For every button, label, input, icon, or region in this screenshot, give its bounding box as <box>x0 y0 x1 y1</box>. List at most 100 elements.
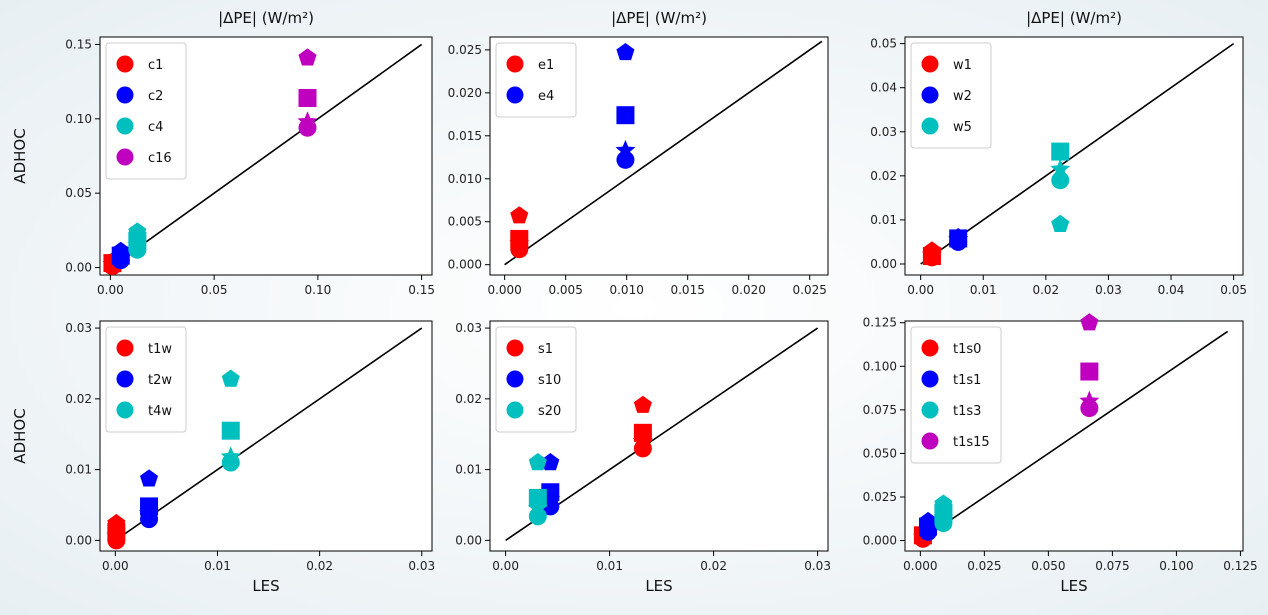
legend <box>910 326 1002 464</box>
x-tick-label: 0.05 <box>201 283 228 297</box>
y-tick-label: 0.005 <box>448 215 482 229</box>
y-tick-label: 0.04 <box>870 81 897 95</box>
legend-marker <box>116 86 134 104</box>
y-tick-label: 0.03 <box>455 321 482 335</box>
legend-label: e1 <box>538 58 554 73</box>
legend-label: s1 <box>538 342 553 357</box>
data-point-t2w-pentagon <box>140 469 159 487</box>
data-point-c4-pentagon <box>128 222 147 240</box>
y-tick-label: 0.02 <box>870 169 897 183</box>
x-tick-label: 0.04 <box>1158 283 1185 297</box>
y-tick-label: 0.02 <box>65 392 92 406</box>
data-point-s10-pentagon <box>541 453 560 471</box>
legend-marker <box>921 55 939 73</box>
y-tick-label: 0.000 <box>448 258 482 272</box>
data-point-t1w-star <box>106 525 127 545</box>
y-tick-label: 0.100 <box>863 359 897 373</box>
legend-marker <box>506 401 524 419</box>
legend-marker <box>921 86 939 104</box>
x-axis-label: LES <box>1060 577 1087 595</box>
x-tick-label: 0.05 <box>1220 283 1247 297</box>
y-tick-label: 0.015 <box>448 129 482 143</box>
data-point-e4-square <box>616 106 635 125</box>
legend <box>105 42 187 180</box>
one-to-one-line <box>919 330 1229 542</box>
data-point-t1s1-star <box>918 519 939 539</box>
x-axis-label: LES <box>252 577 279 595</box>
legend-marker <box>116 148 134 166</box>
data-point-t2w-star <box>139 502 160 522</box>
legend-label: t1s0 <box>953 342 981 357</box>
data-point-t1s15-pentagon <box>1080 313 1099 331</box>
y-tick-label: 0.050 <box>863 446 897 460</box>
y-tick-label: 0.03 <box>870 125 897 139</box>
x-tick-label: 0.02 <box>700 559 727 573</box>
y-tick-label: 0.15 <box>65 37 92 51</box>
x-tick-label: 0.050 <box>1031 559 1065 573</box>
data-point-e4-pentagon <box>616 42 635 61</box>
legend-label: t1w <box>148 342 172 357</box>
data-point-e1-star <box>509 232 530 252</box>
legend-marker <box>921 432 939 450</box>
legend-marker <box>116 401 134 419</box>
x-tick-label: 0.025 <box>967 559 1001 573</box>
y-tick-label: 0.02 <box>455 392 482 406</box>
legend-label: e4 <box>538 89 554 104</box>
subplot-5: 0.00 0.01 0.02 0.03 0.00 0.01 0.02 0.03 s1 s10 s20… <box>455 320 831 595</box>
data-point-t1s3-star <box>933 507 954 527</box>
legend-label: t1s3 <box>953 404 981 419</box>
x-tick-label: 0.020 <box>732 283 766 297</box>
y-tick-label: 0.01 <box>455 463 482 477</box>
legend-label: t4w <box>148 404 172 419</box>
data-point-t1s15-star <box>1079 390 1100 410</box>
x-tick-label: 0.00 <box>97 283 124 297</box>
one-to-one-line <box>109 43 423 269</box>
subplot-3: 0.00 0.01 0.02 0.03 0.04 0.05 0.00 0.01 0.02 0.03… <box>870 9 1247 297</box>
data-point-w5-pentagon <box>1051 214 1070 232</box>
one-to-one-line <box>114 327 423 542</box>
subplot-6: 0.000 0.025 0.050 0.075 0.100 0.125 0.000 0.025… <box>863 313 1258 595</box>
data-point-s20-square <box>528 488 547 507</box>
legend-label: w2 <box>953 89 972 104</box>
legend-label: c1 <box>148 58 163 73</box>
data-point-t4w-square <box>221 421 240 440</box>
legend-marker <box>921 401 939 419</box>
subplot-4: 0.00 0.01 0.02 0.03 0.00 0.01 0.02 0.03 t1w t2w t4… <box>11 320 435 595</box>
data-point-e1-pentagon <box>510 206 529 224</box>
x-tick-label: 0.015 <box>670 283 704 297</box>
legend-marker <box>116 117 134 135</box>
legend-marker <box>116 339 134 357</box>
y-tick-label: 0.00 <box>455 533 482 547</box>
legend-label: t1s15 <box>953 435 990 450</box>
x-tick-label: 0.01 <box>596 559 623 573</box>
x-tick-label: 0.125 <box>1223 559 1257 573</box>
x-tick-label: 0.03 <box>1095 283 1122 297</box>
data-point-s20-star <box>527 498 548 518</box>
legend-label: w5 <box>953 120 972 135</box>
subplot-title: |ΔPE| (W/m²) <box>611 9 707 27</box>
data-point-s1-star <box>632 430 653 450</box>
y-tick-label: 0.05 <box>65 186 92 200</box>
data-point-c4-star <box>127 234 148 254</box>
x-tick-label: 0.100 <box>1159 559 1193 573</box>
data-point-t4w-star <box>220 446 241 466</box>
one-to-one-line <box>920 42 1235 265</box>
legend-marker <box>506 55 524 73</box>
y-tick-label: 0.125 <box>863 316 897 330</box>
legend-label: c4 <box>148 120 163 135</box>
x-tick-label: 0.03 <box>804 559 831 573</box>
legend-label: s20 <box>538 404 561 419</box>
legend-marker <box>921 117 939 135</box>
data-point-t1w-pentagon <box>107 513 126 532</box>
y-tick-label: 0.020 <box>448 86 482 100</box>
data-point-s1-pentagon <box>633 395 652 413</box>
y-tick-label: 0.010 <box>448 172 482 186</box>
y-tick-label: 0.000 <box>863 534 897 548</box>
legend-label: t2w <box>148 373 172 388</box>
legend-marker <box>506 86 524 104</box>
x-tick-label: 0.075 <box>1095 559 1129 573</box>
data-point-w5-star <box>1050 158 1071 178</box>
legend-label: c2 <box>148 89 163 104</box>
x-tick-label: 0.00 <box>907 283 934 297</box>
data-point-w2-pentagon <box>949 228 968 246</box>
